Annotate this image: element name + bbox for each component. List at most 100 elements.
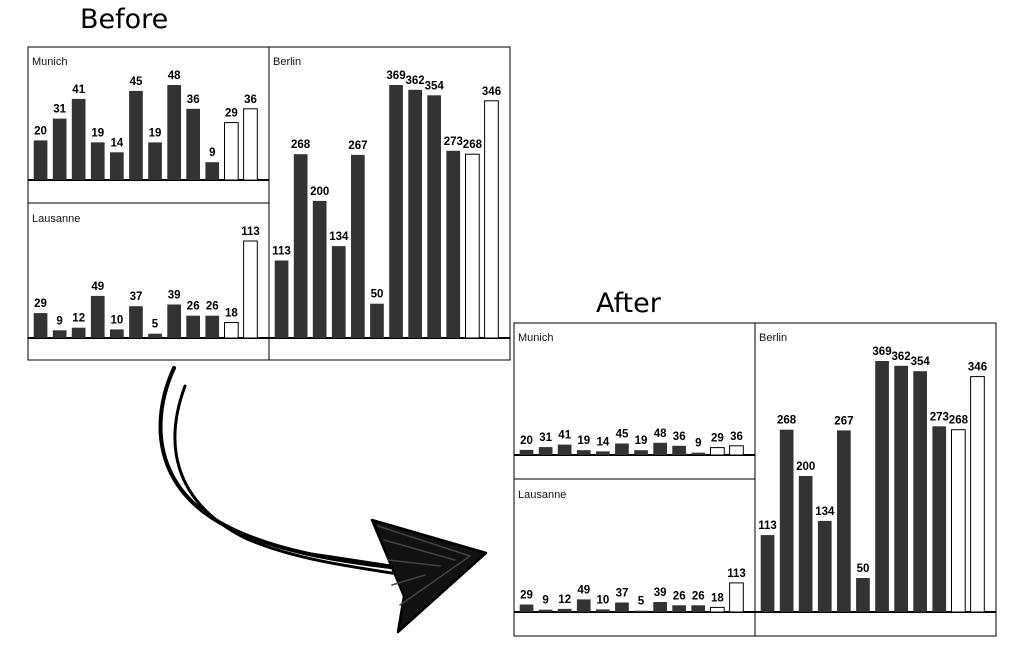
data-label-lausanne-8: 39 <box>654 587 667 599</box>
data-label-berlin-11: 268 <box>949 415 969 427</box>
data-label-berlin-2: 268 <box>777 415 797 427</box>
data-label-lausanne-1: 29 <box>34 298 47 310</box>
bar-berlin-6 <box>856 578 870 612</box>
bar-lausanne-1 <box>33 313 48 338</box>
data-label-munich-5: 14 <box>111 137 124 149</box>
data-label-berlin-9: 354 <box>425 80 445 92</box>
bar-munich-9 <box>186 108 200 181</box>
transition-arrow <box>158 366 488 634</box>
bar-lausanne-9 <box>186 315 200 338</box>
bar-lausanne-12 <box>729 582 744 613</box>
panel-title: Berlin <box>273 56 301 68</box>
panel-title: Munich <box>32 56 67 68</box>
bar-berlin-4 <box>331 246 346 338</box>
before-heading: Before <box>80 4 169 35</box>
data-label-munich-3: 41 <box>558 430 571 442</box>
data-label-lausanne-9: 26 <box>673 590 686 602</box>
panel-title: Berlin <box>759 332 787 344</box>
bar-lausanne-9 <box>672 605 686 612</box>
bar-munich-11 <box>224 122 239 181</box>
bar-munich-1 <box>519 449 534 455</box>
data-label-munich-9: 36 <box>673 431 686 443</box>
bar-munich-4 <box>90 142 105 180</box>
bar-berlin-7 <box>875 361 889 612</box>
bar-lausanne-6 <box>615 602 629 612</box>
data-label-lausanne-7: 5 <box>638 596 645 608</box>
data-label-munich-9: 36 <box>187 94 200 106</box>
bar-lausanne-2 <box>52 330 67 338</box>
data-label-lausanne-10: 26 <box>692 590 705 602</box>
data-label-berlin-8: 362 <box>406 75 425 87</box>
data-label-berlin-6: 50 <box>857 563 870 575</box>
data-label-berlin-12: 346 <box>968 362 987 374</box>
panel-munich: Munich 20 31 41 19 14 45 19 48 36 9 29 36 <box>28 56 269 181</box>
before-chart: Munich20314119144519483692936Lausanne299… <box>27 46 511 361</box>
data-label-munich-10: 9 <box>695 438 701 450</box>
data-label-berlin-10: 273 <box>930 411 949 423</box>
bar-munich-12 <box>729 445 744 456</box>
panel-title: Lausanne <box>518 489 566 501</box>
data-label-berlin-4: 134 <box>815 506 835 518</box>
bar-berlin-1 <box>274 260 289 338</box>
data-label-lausanne-7: 5 <box>152 319 159 331</box>
bar-lausanne-4 <box>576 599 591 612</box>
data-label-lausanne-9: 26 <box>187 301 200 313</box>
bar-lausanne-11 <box>710 606 725 613</box>
bar-berlin-3 <box>312 200 327 338</box>
bar-munich-11 <box>710 447 725 456</box>
bar-munich-3 <box>557 444 572 455</box>
data-label-berlin-7: 369 <box>872 346 891 358</box>
data-label-munich-7: 19 <box>149 127 162 139</box>
data-label-munich-5: 14 <box>597 436 610 448</box>
data-label-lausanne-12: 113 <box>727 568 746 580</box>
bar-berlin-11 <box>465 153 480 339</box>
after-heading: After <box>596 288 661 319</box>
data-label-munich-12: 36 <box>244 94 257 106</box>
bar-munich-6 <box>129 90 143 180</box>
bar-munich-9 <box>672 445 686 455</box>
data-label-lausanne-1: 29 <box>520 590 533 602</box>
data-label-berlin-5: 267 <box>834 415 853 427</box>
bar-berlin-12 <box>970 376 985 613</box>
bar-lausanne-7 <box>634 610 648 612</box>
data-label-munich-12: 36 <box>730 431 743 443</box>
bar-lausanne-8 <box>653 602 667 612</box>
panel-title: Lausanne <box>32 213 80 225</box>
bar-munich-12 <box>243 108 258 181</box>
data-label-munich-10: 9 <box>209 147 215 159</box>
bar-munich-5 <box>596 451 610 455</box>
data-label-berlin-8: 362 <box>892 351 911 363</box>
bar-munich-2 <box>538 447 553 455</box>
bar-berlin-9 <box>427 95 441 338</box>
data-label-munich-11: 29 <box>711 433 724 445</box>
bar-lausanne-5 <box>110 329 124 338</box>
data-label-berlin-4: 134 <box>329 231 349 243</box>
data-label-berlin-3: 200 <box>796 461 815 473</box>
data-label-munich-3: 41 <box>72 84 85 96</box>
bar-berlin-4 <box>817 520 832 612</box>
data-label-lausanne-11: 18 <box>711 592 724 604</box>
data-label-lausanne-4: 49 <box>91 281 104 293</box>
bar-munich-7 <box>634 450 648 455</box>
data-label-munich-11: 29 <box>225 108 238 120</box>
data-label-berlin-10: 273 <box>444 136 463 148</box>
bar-berlin-11 <box>951 429 966 613</box>
bar-berlin-3 <box>798 476 813 612</box>
data-label-lausanne-12: 113 <box>241 226 260 238</box>
bar-munich-8 <box>653 442 667 455</box>
data-label-munich-4: 19 <box>91 127 104 139</box>
bar-berlin-8 <box>894 365 908 612</box>
data-label-munich-8: 48 <box>168 70 181 82</box>
data-label-lausanne-6: 37 <box>616 588 629 600</box>
bar-munich-1 <box>33 140 48 180</box>
bar-lausanne-8 <box>167 304 181 338</box>
bar-berlin-2 <box>779 429 794 612</box>
data-label-berlin-12: 346 <box>482 86 501 98</box>
bar-lausanne-6 <box>129 306 143 338</box>
bar-berlin-10 <box>446 150 461 338</box>
bar-lausanne-12 <box>243 240 258 339</box>
data-label-lausanne-8: 39 <box>168 290 181 302</box>
